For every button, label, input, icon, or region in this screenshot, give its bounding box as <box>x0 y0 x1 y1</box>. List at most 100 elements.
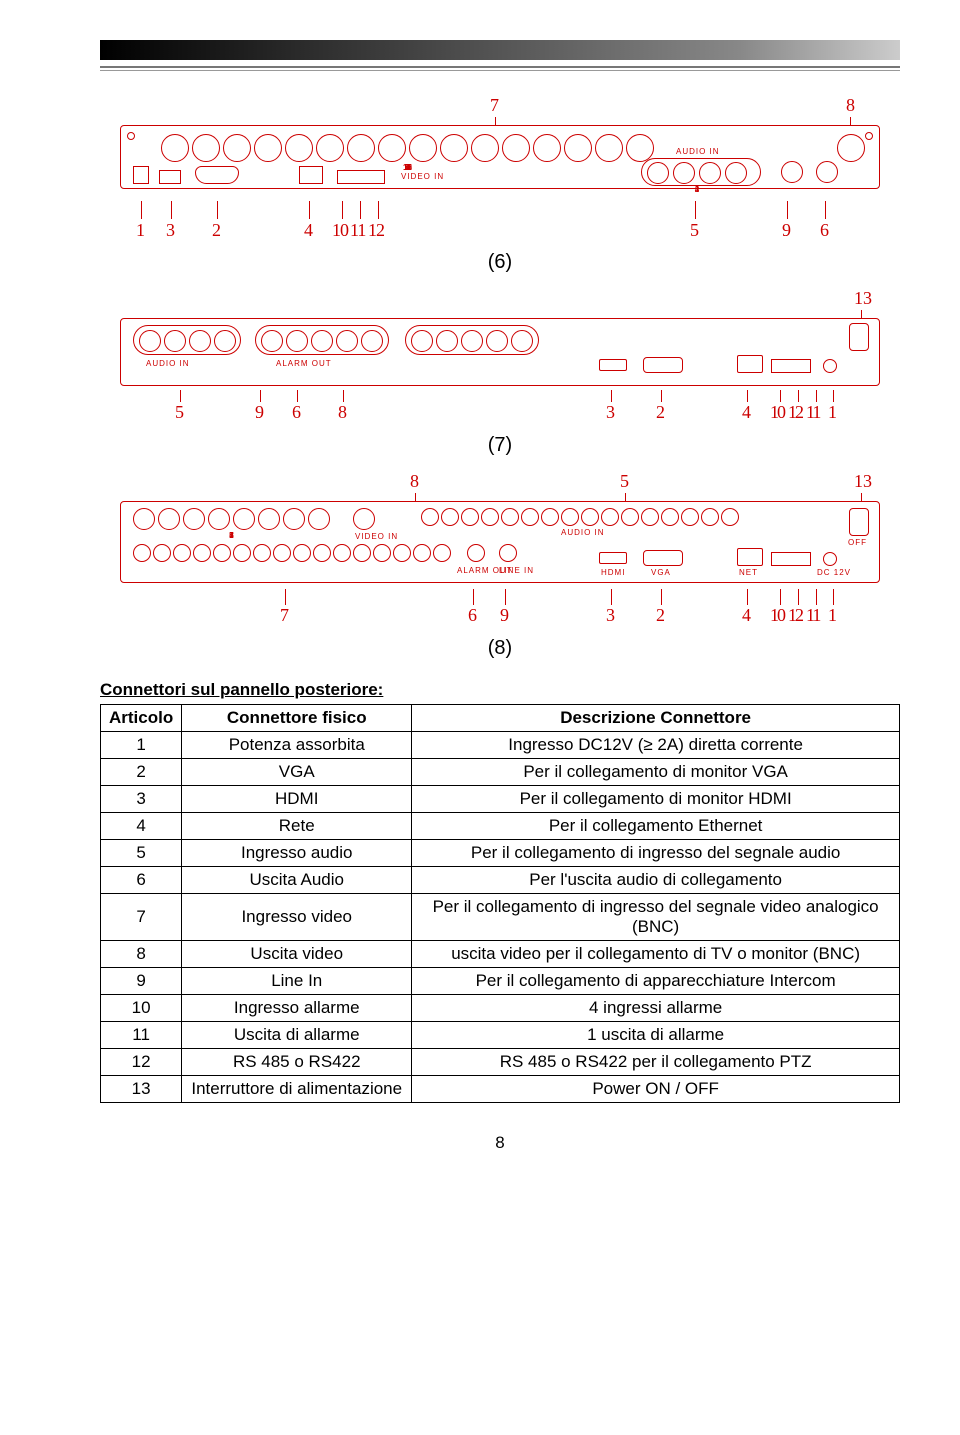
cell-connettore: Uscita di allarme <box>182 1022 412 1049</box>
cell-descrizione: Ingresso DC12V (≥ 2A) diretta corrente <box>412 732 900 759</box>
page-root: 7 8 1 2 3 4 5 6 7 8 9 10 11 12 13 <box>0 0 960 1183</box>
cell-articolo: 5 <box>101 840 182 867</box>
figure-8-label: (8) <box>100 637 900 660</box>
figure-7-label: (7) <box>100 434 900 457</box>
audio-out-jack <box>816 161 838 183</box>
cell-articolo: 10 <box>101 995 182 1022</box>
cell-articolo: 4 <box>101 813 182 840</box>
bnc-connector: 9 <box>409 134 437 162</box>
power-switch <box>849 508 869 536</box>
dc-jack <box>823 359 837 373</box>
alarm-group <box>255 325 389 355</box>
table-row: 11Uscita di allarme1 uscita di allarme <box>101 1022 900 1049</box>
table-row: 3HDMIPer il collegamento di monitor HDMI <box>101 786 900 813</box>
table-row: 6Uscita AudioPer l'uscita audio di colle… <box>101 867 900 894</box>
th-descrizione: Descrizione Connettore <box>412 705 900 732</box>
table-row: 13Interruttore di alimentazionePower ON … <box>101 1076 900 1103</box>
cell-connettore: Potenza assorbita <box>182 732 412 759</box>
table-row: 8Uscita videouscita video per il collega… <box>101 941 900 968</box>
line-in <box>499 544 517 562</box>
terminal-block <box>771 359 811 373</box>
table-row: 10Ingresso allarme4 ingressi allarme <box>101 995 900 1022</box>
cell-connettore: Ingresso video <box>182 894 412 941</box>
header-rule-2 <box>100 70 900 71</box>
figure-6-label: (6) <box>100 251 900 274</box>
bnc-connector: 6 <box>316 134 344 162</box>
cell-articolo: 1 <box>101 732 182 759</box>
cell-articolo: 6 <box>101 867 182 894</box>
cell-descrizione: Per il collegamento di monitor VGA <box>412 759 900 786</box>
table-title: Connettori sul pannello posteriore: <box>100 680 900 700</box>
cell-articolo: 11 <box>101 1022 182 1049</box>
bnc-connector: 10 <box>440 134 468 162</box>
cell-descrizione: Per il collegamento di apparecchiature I… <box>412 968 900 995</box>
bnc-connector: 14 <box>564 134 592 162</box>
cell-articolo: 12 <box>101 1049 182 1076</box>
cell-articolo: 9 <box>101 968 182 995</box>
header-gradient-bar <box>100 40 900 60</box>
bnc-connector: 5 <box>285 134 313 162</box>
page-number: 8 <box>100 1133 900 1153</box>
bnc-connector: 4 <box>254 134 282 162</box>
vga-port <box>643 357 683 373</box>
video-in-row: 1 2 3 4 5 6 7 8 9 10 11 12 13 14 15 16 <box>161 134 654 162</box>
cell-connettore: Interruttore di alimentazione <box>182 1076 412 1103</box>
terminal-block <box>337 170 385 184</box>
cell-connettore: HDMI <box>182 786 412 813</box>
cell-connettore: Line In <box>182 968 412 995</box>
cell-articolo: 2 <box>101 759 182 786</box>
cell-descrizione: Per l'uscita audio di collegamento <box>412 867 900 894</box>
video-out-bnc <box>353 508 375 530</box>
cell-articolo: 8 <box>101 941 182 968</box>
table-header-row: Articolo Connettore fisico Descrizione C… <box>101 705 900 732</box>
diagram-8: 8 5 13 1 2 3 4 5 6 7 8 VIDEO IN <box>120 477 880 627</box>
video-out-bnc <box>837 134 865 162</box>
cell-connettore: Ingresso allarme <box>182 995 412 1022</box>
table-row: 2VGAPer il collegamento di monitor VGA <box>101 759 900 786</box>
table-row: 7Ingresso videoPer il collegamento di in… <box>101 894 900 941</box>
hdmi-port <box>599 359 627 371</box>
screw-icon <box>127 132 135 140</box>
cell-connettore: Uscita Audio <box>182 867 412 894</box>
cell-connettore: VGA <box>182 759 412 786</box>
callout-13: 13 <box>854 288 872 309</box>
bnc-connector: 13 <box>533 134 561 162</box>
cell-descrizione: Per il collegamento di ingresso del segn… <box>412 840 900 867</box>
cell-connettore: Ingresso audio <box>182 840 412 867</box>
cell-descrizione: 1 uscita di allarme <box>412 1022 900 1049</box>
video-in-label: VIDEO IN <box>401 172 444 181</box>
alarm-out <box>467 544 485 562</box>
header-rule-1 <box>100 66 900 68</box>
bnc-connector: 12 <box>502 134 530 162</box>
bnc-connector: 7 <box>347 134 375 162</box>
power-switch <box>849 323 869 351</box>
callout-7: 7 <box>490 95 499 116</box>
video-in-row-top: 1 2 3 4 5 6 7 8 <box>133 508 330 530</box>
video-group <box>405 325 539 355</box>
cell-descrizione: RS 485 o RS422 per il collegamento PTZ <box>412 1049 900 1076</box>
table-row: 9Line InPer il collegamento di apparecch… <box>101 968 900 995</box>
bnc-connector: 3 <box>699 162 721 184</box>
cell-connettore: Rete <box>182 813 412 840</box>
cell-connettore: RS 485 o RS422 <box>182 1049 412 1076</box>
cell-descrizione: 4 ingressi allarme <box>412 995 900 1022</box>
cell-descrizione: Per il collegamento Ethernet <box>412 813 900 840</box>
cell-descrizione: Per il collegamento di monitor HDMI <box>412 786 900 813</box>
bnc-connector: 1 <box>647 162 669 184</box>
audio-in-label: AUDIO IN <box>676 147 720 156</box>
audio-in-row <box>421 508 739 526</box>
terminal-block <box>771 552 811 566</box>
audio-group <box>133 325 241 355</box>
cell-articolo: 13 <box>101 1076 182 1103</box>
diagram-6: 7 8 1 2 3 4 5 6 7 8 9 10 11 12 13 <box>120 101 880 241</box>
table-row: 1Potenza assorbitaIngresso DC12V (≥ 2A) … <box>101 732 900 759</box>
bnc-connector: 3 <box>223 134 251 162</box>
hdmi-port <box>599 552 627 564</box>
screw-icon <box>865 132 873 140</box>
audio-group: 1 2 3 4 <box>641 158 761 186</box>
table-row: 12RS 485 o RS422RS 485 o RS422 per il co… <box>101 1049 900 1076</box>
bnc-connector: 11 <box>471 134 499 162</box>
bnc-connector: 15 <box>595 134 623 162</box>
cell-articolo: 3 <box>101 786 182 813</box>
table-row: 4RetePer il collegamento Ethernet <box>101 813 900 840</box>
